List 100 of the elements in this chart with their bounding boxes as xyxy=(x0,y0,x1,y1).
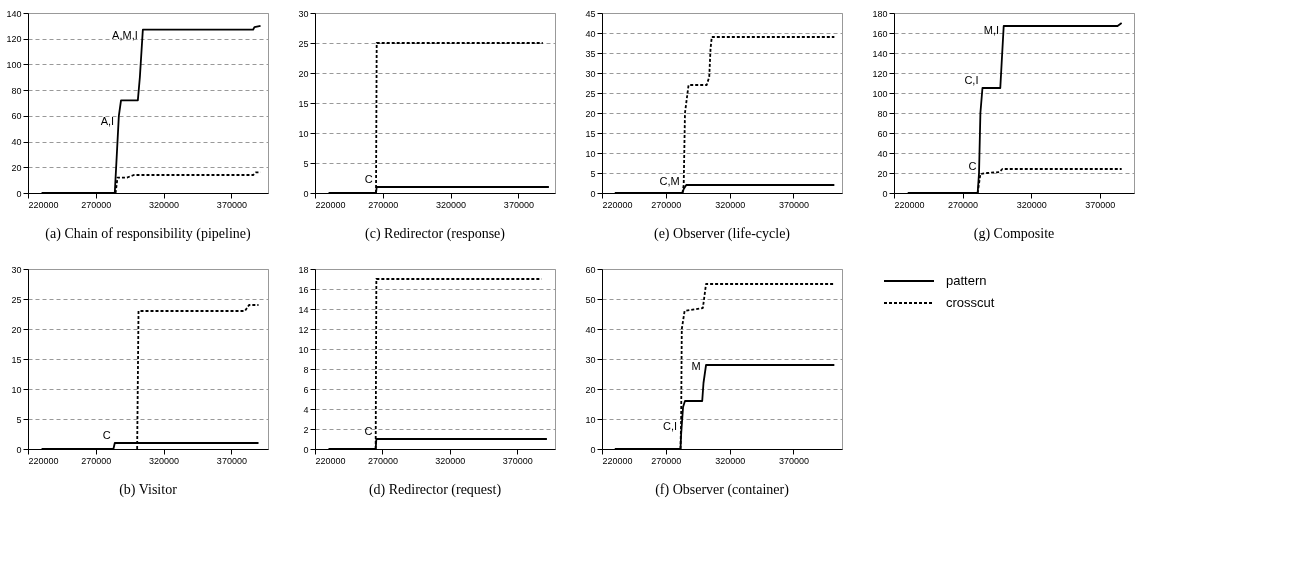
y-tick-label: 5 xyxy=(303,158,309,169)
y-tick-label: 16 xyxy=(298,284,309,295)
x-tick-label: 270000 xyxy=(81,199,112,210)
x-tick-label: 320000 xyxy=(149,199,180,210)
x-tick-label: 370000 xyxy=(502,455,533,466)
y-tick-label: 8 xyxy=(303,364,309,375)
x-tick-label: 270000 xyxy=(948,199,979,210)
y-tick-label: 60 xyxy=(877,128,888,139)
y-tick-label: 10 xyxy=(298,128,309,139)
y-tick-label: 60 xyxy=(11,111,22,122)
x-tick-label: 270000 xyxy=(367,455,398,466)
x-tick-label: 320000 xyxy=(1016,199,1047,210)
text: (f) Observer (container) xyxy=(655,482,790,498)
y-tick-label: 5 xyxy=(590,168,596,179)
x-tick-label: 270000 xyxy=(81,455,112,466)
x-tick-label: 320000 xyxy=(436,199,467,210)
y-tick-label: 40 xyxy=(11,137,22,148)
y-tick-label: 18 xyxy=(298,264,309,275)
y-tick-label: 20 xyxy=(11,324,22,335)
x-tick-label: 220000 xyxy=(315,199,346,210)
y-tick-label: 180 xyxy=(872,8,888,19)
y-tick-label: 12 xyxy=(298,324,309,335)
y-tick-label: 6 xyxy=(303,384,309,395)
y-tick-label: 0 xyxy=(303,188,309,199)
y-tick-label: 0 xyxy=(590,188,596,199)
x-tick-label: 220000 xyxy=(894,199,925,210)
y-tick-label: 15 xyxy=(585,128,596,139)
y-tick-label: 30 xyxy=(298,8,309,19)
text: (b) Visitor xyxy=(119,482,178,498)
y-tick-label: 0 xyxy=(590,444,596,455)
legend-label: pattern xyxy=(946,273,987,288)
y-tick-label: 2 xyxy=(303,424,309,435)
x-tick-label: 370000 xyxy=(1085,199,1116,210)
y-tick-label: 10 xyxy=(585,148,596,159)
legend-label: crosscut xyxy=(946,295,995,310)
annotation: C,I xyxy=(964,74,979,86)
annotation: M xyxy=(691,360,701,372)
y-tick-label: 140 xyxy=(872,48,888,59)
x-tick-label: 370000 xyxy=(778,455,810,466)
annotation: C xyxy=(364,425,373,437)
x-tick-label: 270000 xyxy=(368,199,399,210)
y-tick-label: 5 xyxy=(16,414,22,425)
annotation: C xyxy=(364,173,373,185)
y-tick-label: 20 xyxy=(585,108,596,119)
y-tick-label: 10 xyxy=(11,384,22,395)
text: (d) Redirector (request) xyxy=(368,482,502,498)
y-tick-label: 100 xyxy=(6,59,22,70)
y-tick-label: 35 xyxy=(585,48,596,59)
y-tick-label: 25 xyxy=(298,38,309,49)
annotation: C,I xyxy=(663,420,678,432)
y-tick-label: 50 xyxy=(585,294,596,305)
y-tick-label: 20 xyxy=(298,68,309,79)
y-tick-label: 0 xyxy=(882,188,888,199)
y-tick-label: 60 xyxy=(585,264,596,275)
annotation: A,I xyxy=(100,114,115,127)
y-tick-label: 15 xyxy=(11,354,22,365)
y-tick-label: 0 xyxy=(303,444,309,455)
x-tick-label: 320000 xyxy=(149,455,180,466)
y-tick-label: 14 xyxy=(298,304,309,315)
x-tick-label: 220000 xyxy=(28,455,59,466)
y-tick-label: 20 xyxy=(585,384,596,395)
x-tick-label: 220000 xyxy=(602,199,633,210)
y-tick-label: 120 xyxy=(6,34,22,45)
y-tick-label: 140 xyxy=(6,8,22,19)
y-tick-label: 10 xyxy=(585,414,596,425)
y-tick-label: 40 xyxy=(585,28,596,39)
y-tick-label: 20 xyxy=(877,168,888,179)
y-tick-label: 4 xyxy=(303,404,309,415)
x-tick-label: 270000 xyxy=(651,199,682,210)
x-tick-label: 370000 xyxy=(216,199,247,210)
x-tick-label: 320000 xyxy=(715,199,746,210)
x-tick-label: 320000 xyxy=(435,455,466,466)
x-tick-label: 270000 xyxy=(651,455,682,466)
y-tick-label: 20 xyxy=(11,162,22,173)
annotation: M,I xyxy=(983,24,1000,36)
y-tick-label: 160 xyxy=(872,28,888,39)
x-tick-label: 220000 xyxy=(602,455,633,466)
y-tick-label: 30 xyxy=(585,68,596,79)
y-tick-label: 100 xyxy=(872,88,888,99)
y-tick-label: 10 xyxy=(298,344,309,355)
annotation: C xyxy=(102,429,111,441)
x-tick-label: 370000 xyxy=(778,199,810,210)
y-tick-label: 40 xyxy=(585,324,596,335)
annotation: C,M xyxy=(659,175,680,187)
text: (e) Observer (life-cycle) xyxy=(653,226,791,242)
y-tick-label: 120 xyxy=(872,68,888,79)
y-tick-label: 45 xyxy=(585,8,596,19)
x-tick-label: 220000 xyxy=(315,455,346,466)
x-tick-label: 370000 xyxy=(503,199,534,210)
y-tick-label: 0 xyxy=(16,188,22,199)
annotation: C xyxy=(968,160,977,172)
text: (g) Composite xyxy=(973,226,1055,242)
y-tick-label: 80 xyxy=(11,85,22,96)
text: (c) Redirector (response) xyxy=(365,226,506,242)
x-tick-label: 320000 xyxy=(715,455,746,466)
y-tick-label: 0 xyxy=(16,444,22,455)
y-tick-label: 80 xyxy=(877,108,888,119)
x-tick-label: 370000 xyxy=(216,455,247,466)
y-tick-label: 30 xyxy=(585,354,596,365)
annotation: A,M,I xyxy=(112,28,138,41)
